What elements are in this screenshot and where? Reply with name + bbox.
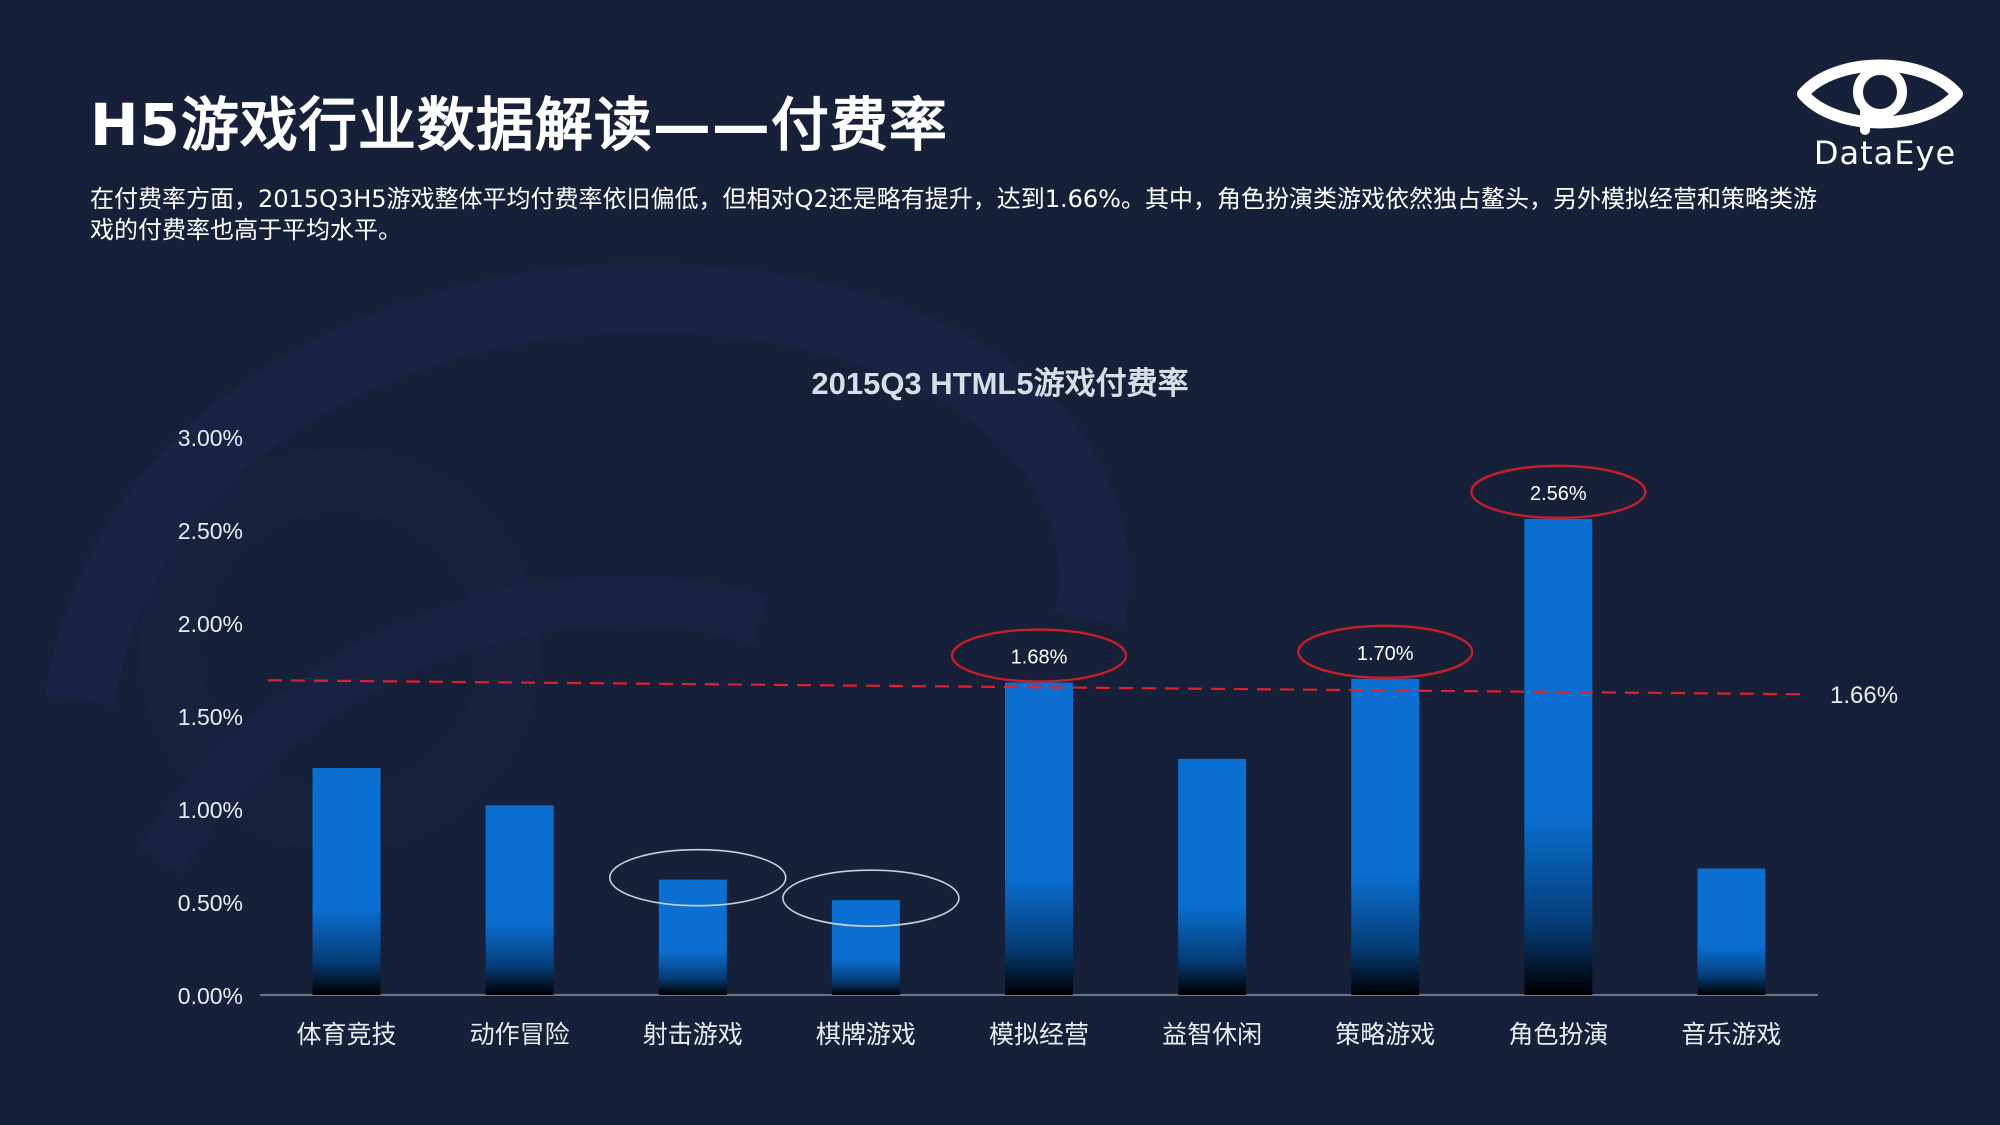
highlight-ellipse	[950, 628, 1128, 683]
highlight-ellipse	[1297, 624, 1474, 679]
highlight-ellipse	[608, 848, 787, 907]
x-tick-label: 模拟经营	[989, 1020, 1089, 1049]
y-tick-label: 0.50%	[178, 890, 243, 916]
chart-title: 2015Q3 HTML5游戏付费率	[811, 366, 1188, 401]
average-label: 1.66%	[1830, 682, 1898, 709]
bar-6	[1178, 758, 1247, 995]
bar-3	[658, 879, 727, 995]
bar-1	[312, 768, 381, 995]
bar-7	[1351, 678, 1420, 995]
y-tick-label: 3.00%	[178, 425, 243, 451]
x-tick-label: 益智休闲	[1162, 1020, 1262, 1049]
bar-9	[1697, 868, 1766, 995]
logo-text: DataEye	[1813, 134, 1957, 172]
data-label: 2.56%	[1530, 483, 1587, 505]
y-tick-label: 0.00%	[178, 983, 243, 1009]
page-description: 在付费率方面，2015Q3H5游戏整体平均付费率依旧偏低，但相对Q2还是略有提升…	[90, 185, 1817, 244]
y-tick-label: 1.00%	[178, 797, 243, 823]
y-tick-label: 2.50%	[178, 518, 243, 544]
y-tick-label: 1.50%	[178, 704, 243, 730]
y-tick-label: 2.00%	[178, 611, 243, 637]
eye-logo-icon	[1797, 59, 1963, 135]
x-tick-label: 棋牌游戏	[816, 1020, 916, 1049]
x-tick-label: 体育竞技	[297, 1020, 397, 1049]
x-tick-label: 角色扮演	[1508, 1020, 1608, 1049]
x-tick-label: 音乐游戏	[1681, 1020, 1781, 1049]
page-title: H5游戏行业数据解读——付费率	[90, 91, 948, 159]
average-line	[267, 679, 1806, 696]
highlight-ellipse	[1470, 464, 1647, 520]
bar-8	[1524, 518, 1593, 995]
data-label: 1.68%	[1011, 647, 1068, 669]
bar-2	[485, 805, 554, 995]
x-tick-label: 射击游戏	[643, 1020, 743, 1049]
bar-5	[1005, 682, 1073, 995]
x-tick-label: 动作冒险	[470, 1020, 570, 1049]
x-tick-label: 策略游戏	[1335, 1020, 1435, 1049]
bar-4	[831, 900, 900, 995]
highlight-ellipse	[782, 869, 960, 927]
data-label: 1.70%	[1357, 643, 1414, 665]
